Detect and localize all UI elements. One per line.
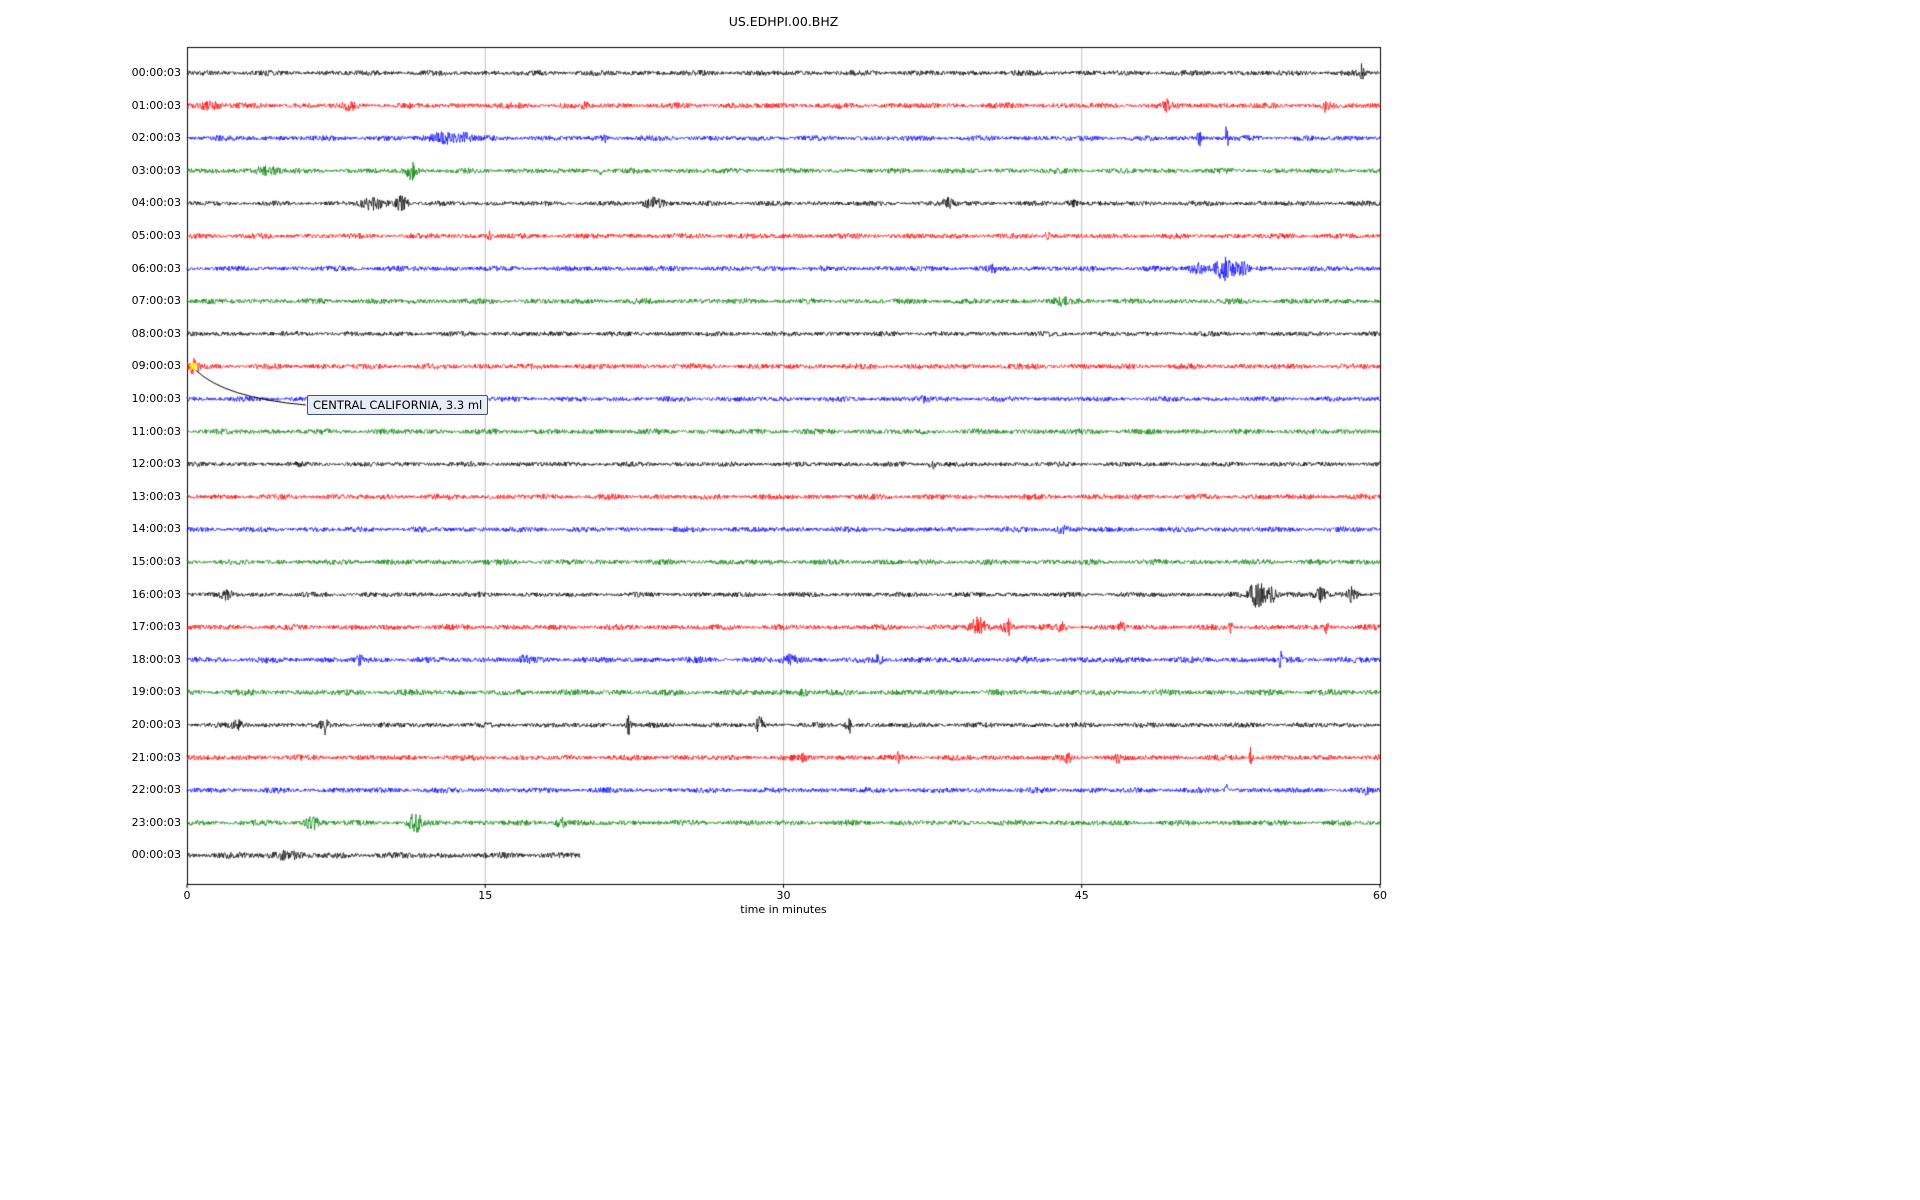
row-label: 06:00:03 <box>131 261 181 275</box>
row-label: 03:00:03 <box>131 163 181 177</box>
row-label: 22:00:03 <box>131 783 181 797</box>
row-label: 05:00:03 <box>131 229 181 242</box>
row-label: 20:00:03 <box>131 718 181 731</box>
row-label: 00:00:03 <box>131 848 181 862</box>
x-tick-label: 0 <box>183 889 191 902</box>
x-tick-label: 45 <box>1074 889 1089 902</box>
x-tick-label: 30 <box>776 889 791 902</box>
row-label: 17:00:03 <box>131 620 181 634</box>
x-tick-label: 60 <box>1373 889 1387 902</box>
row-label: 15:00:03 <box>131 555 181 568</box>
row-label: 12:00:03 <box>131 457 181 471</box>
row-label: 16:00:03 <box>131 587 181 601</box>
row-label: 13:00:03 <box>131 489 181 503</box>
row-label: 23:00:03 <box>131 815 181 829</box>
row-label: 08:00:03 <box>131 326 181 340</box>
row-label: 09:00:03 <box>131 359 181 373</box>
row-label: 19:00:03 <box>131 685 181 699</box>
row-label: 02:00:03 <box>131 131 181 145</box>
row-label: 07:00:03 <box>131 294 181 308</box>
row-label: 18:00:03 <box>131 652 181 666</box>
x-tick-label: 15 <box>478 889 493 902</box>
row-label: 10:00:03 <box>131 392 181 405</box>
row-label: 04:00:03 <box>131 196 181 210</box>
row-label: 21:00:03 <box>131 750 181 764</box>
row-label: 11:00:03 <box>131 424 181 438</box>
x-axis-label: time in minutes <box>740 903 827 916</box>
row-label: 14:00:03 <box>131 522 181 536</box>
row-label: 00:00:03 <box>131 66 181 79</box>
event-annotation: CENTRAL CALIFORNIA, 3.3 ml <box>307 395 489 415</box>
row-label: 01:00:03 <box>131 98 181 112</box>
